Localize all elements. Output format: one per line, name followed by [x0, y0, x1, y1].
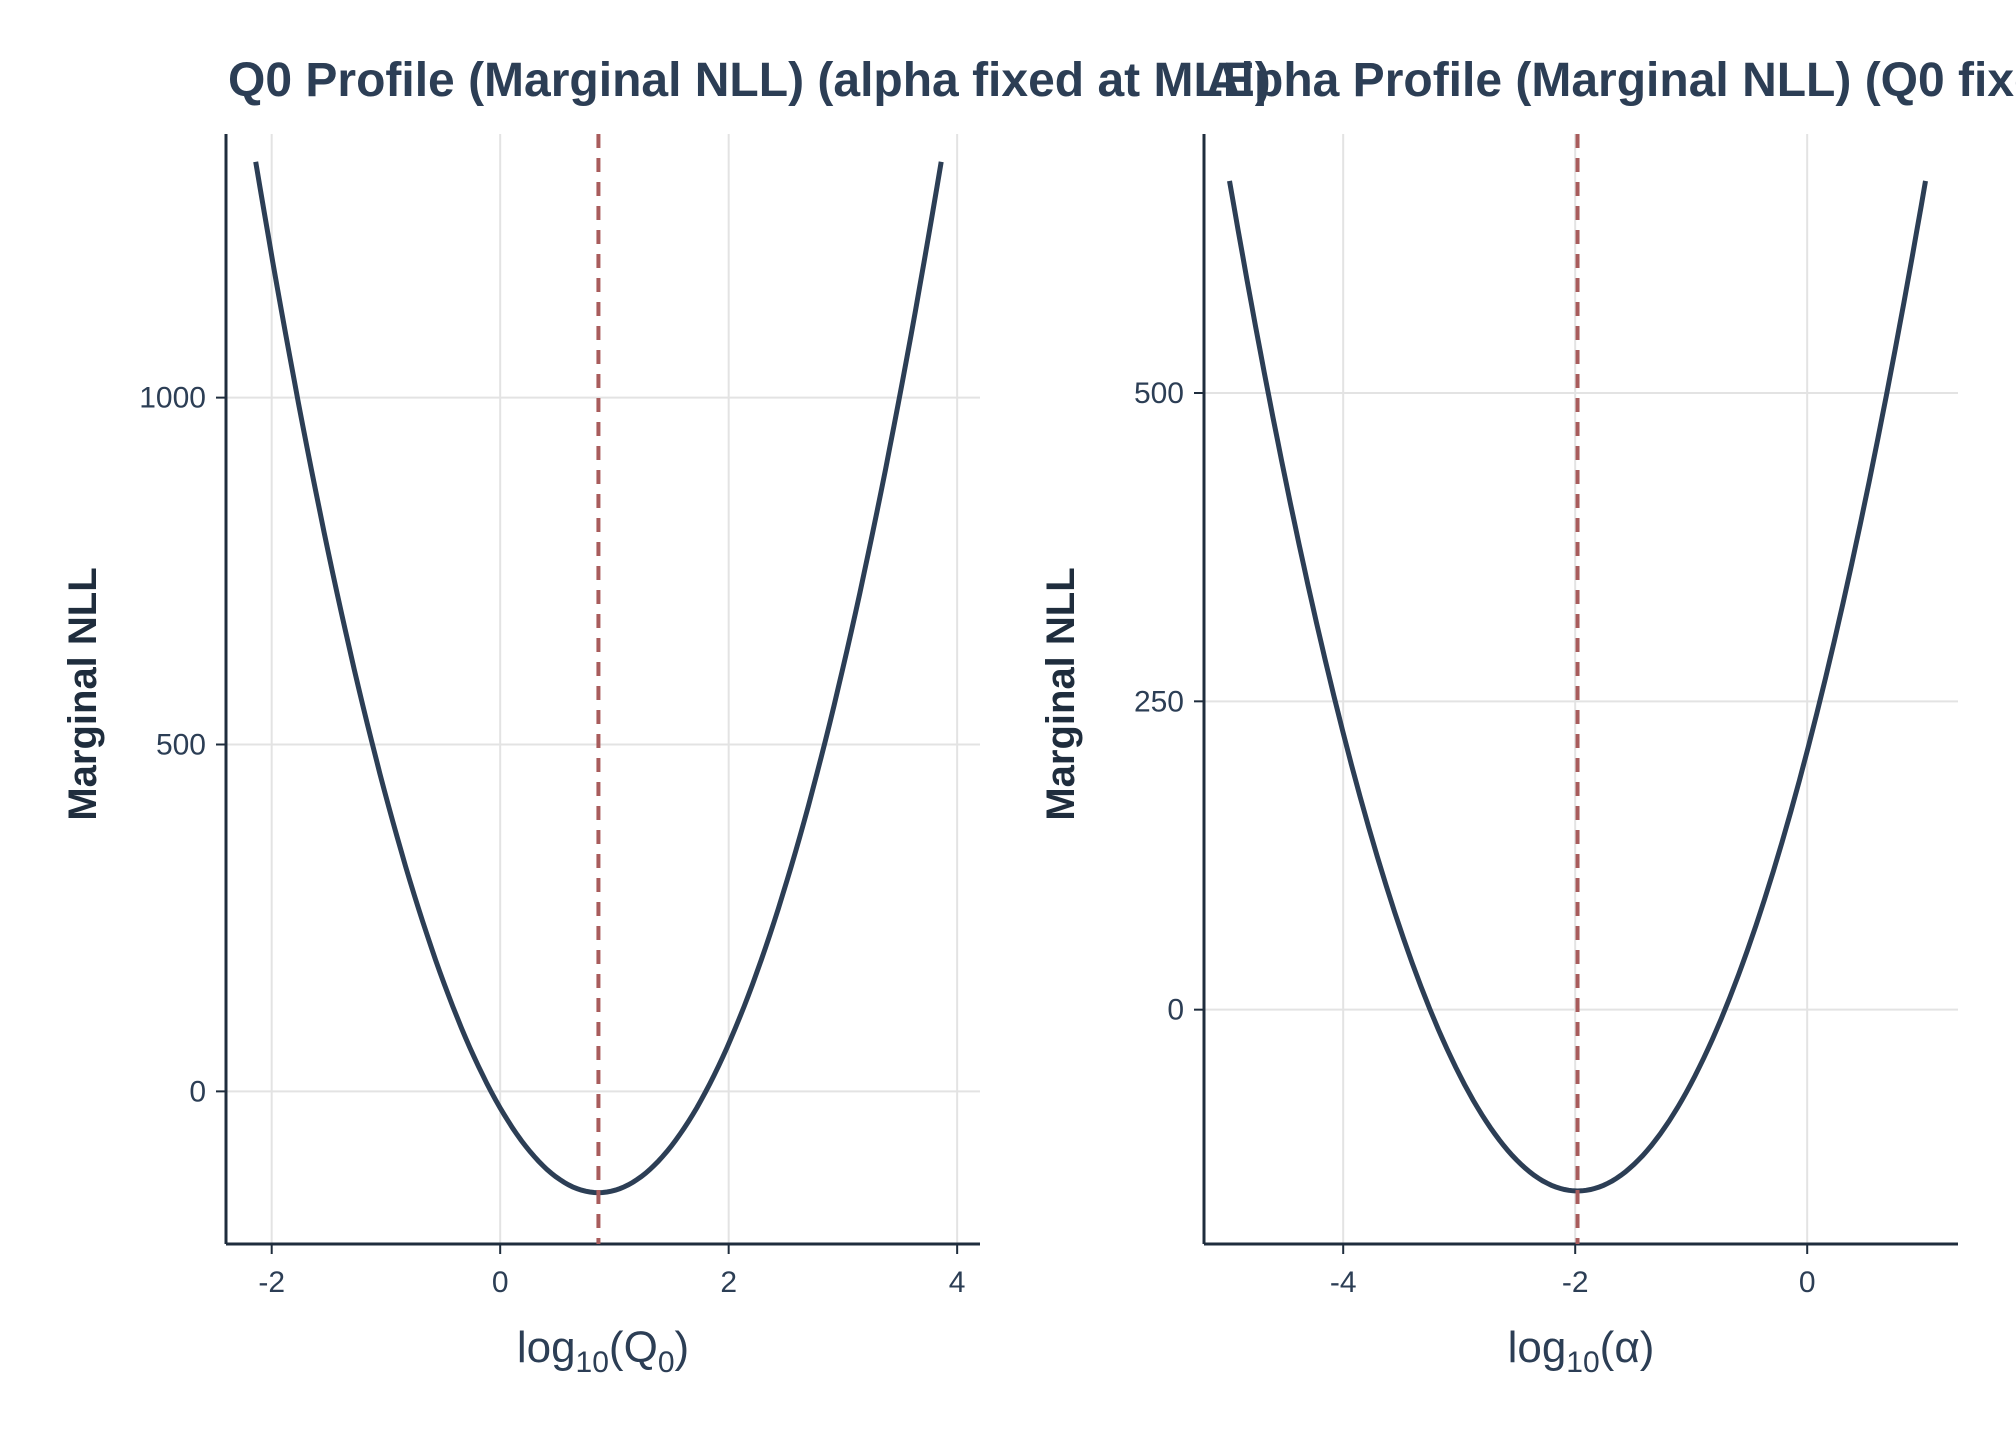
x-tick-label: 4 — [949, 1266, 966, 1299]
x-axis-label-subscript: 10 — [1566, 1346, 1599, 1379]
y-tick-label: 0 — [1167, 994, 1184, 1027]
y-axis-label: Marginal NLL — [1039, 567, 1083, 820]
x-axis-label: log10(α) — [1508, 1323, 1655, 1379]
y-axis-label: Marginal NLL — [61, 567, 105, 820]
y-tick-label: 1000 — [139, 382, 206, 415]
x-axis-label-part: log — [517, 1323, 576, 1372]
y-tick-label: 250 — [1134, 685, 1184, 718]
x-tick-label: 0 — [492, 1266, 509, 1299]
x-axis-label-subscript: 10 — [576, 1346, 609, 1379]
x-axis-label-part: ) — [1640, 1323, 1655, 1372]
x-tick-label: -2 — [258, 1266, 285, 1299]
x-axis-label: log10(Q0) — [517, 1323, 689, 1379]
x-tick-label: 2 — [720, 1266, 737, 1299]
x-axis-label-part: ) — [675, 1323, 690, 1372]
y-tick-label: 500 — [156, 729, 206, 762]
x-axis-label-part: (α — [1600, 1323, 1640, 1372]
x-tick-label: -4 — [1330, 1266, 1357, 1299]
profile-curve — [253, 161, 944, 1196]
panel-2: -4 -2 0 0 250 500 Alpha Profile (Marginal NLL)… — [1039, 54, 2016, 1379]
x-axis-label-part: (Q — [609, 1323, 658, 1372]
chart-title: Alpha Profile (Marginal NLL) (Q0 fixed a… — [1206, 54, 2016, 107]
x-tick-label: -2 — [1562, 1266, 1589, 1299]
y-tick-label: 0 — [189, 1075, 206, 1108]
y-tick-label: 500 — [1134, 377, 1184, 410]
chart-title: Q0 Profile (Marginal NLL) (alpha fixed a… — [228, 54, 1271, 107]
x-axis-label-part: log — [1508, 1323, 1567, 1372]
x-axis-label-subscript: 0 — [658, 1346, 675, 1379]
x-tick-label: 0 — [1799, 1266, 1816, 1299]
